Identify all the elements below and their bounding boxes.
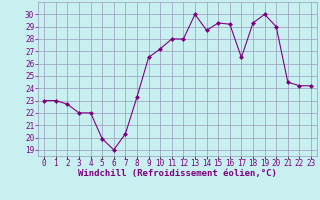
X-axis label: Windchill (Refroidissement éolien,°C): Windchill (Refroidissement éolien,°C) [78, 169, 277, 178]
